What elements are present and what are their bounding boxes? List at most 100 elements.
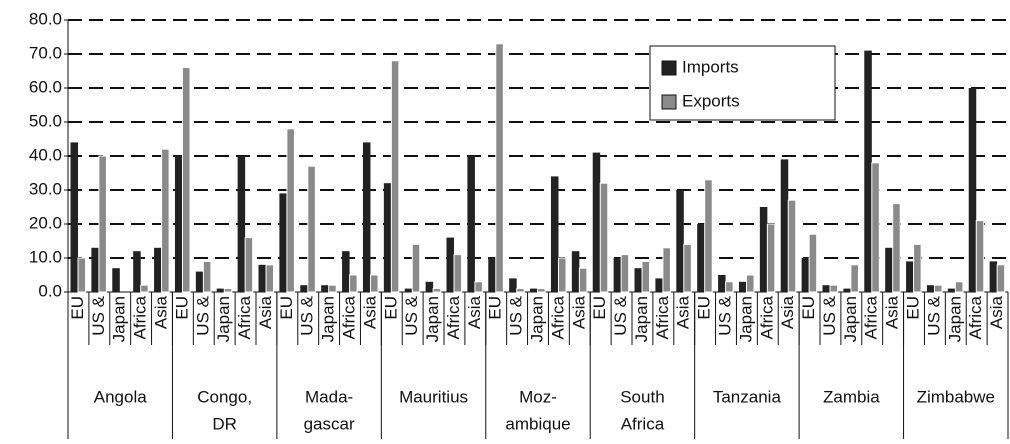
bar — [676, 190, 684, 292]
bar — [850, 264, 859, 293]
x-tick-label: US & — [924, 295, 943, 335]
bar — [550, 176, 559, 292]
group-label: Mauritius — [399, 387, 468, 406]
bar — [745, 274, 755, 293]
bar — [892, 203, 901, 293]
x-tick-label: Japan — [632, 296, 651, 342]
x-tick-label: Africa — [862, 295, 881, 339]
bar — [787, 199, 797, 293]
x-tick-label: Asia — [674, 295, 693, 329]
bar — [864, 50, 872, 292]
bar — [98, 155, 107, 293]
bar — [77, 257, 87, 293]
bar — [683, 243, 692, 293]
bar — [265, 264, 275, 293]
bar — [725, 281, 734, 293]
bar — [975, 220, 985, 293]
bar — [662, 247, 671, 293]
legend-swatch — [661, 60, 677, 76]
bar — [349, 274, 358, 293]
group-label: Africa — [621, 414, 665, 433]
bar — [446, 237, 455, 292]
group-label: Zimbabwe — [917, 387, 995, 406]
x-tick-label: EU — [590, 296, 609, 320]
x-tick-label: EU — [695, 296, 714, 320]
bar — [718, 275, 726, 292]
bar — [488, 258, 496, 292]
x-tick-label: Japan — [319, 296, 338, 342]
bar — [578, 267, 588, 293]
x-tick-label: Asia — [778, 295, 797, 329]
bar — [641, 260, 651, 293]
bar — [258, 264, 267, 292]
bar — [829, 284, 839, 293]
y-tick-label: 70.0 — [29, 43, 62, 62]
x-tick-label: Japan — [214, 296, 233, 342]
bar — [599, 182, 609, 293]
x-tick-label: US & — [298, 295, 317, 335]
bar — [195, 271, 204, 292]
bar — [906, 261, 914, 292]
bar — [342, 251, 350, 292]
bar — [321, 285, 329, 292]
bar — [885, 247, 893, 292]
bar — [933, 284, 943, 293]
x-tick-label: US & — [193, 295, 212, 335]
group-label: ambique — [505, 414, 570, 433]
bar — [70, 142, 79, 292]
group-label: Mada- — [305, 387, 353, 406]
x-tick-label: US & — [611, 295, 630, 335]
group-label: Moz- — [519, 387, 557, 406]
x-tick-label: Asia — [465, 295, 484, 329]
x-tick-label: US & — [402, 295, 421, 335]
bar — [286, 128, 295, 293]
bar — [112, 268, 120, 292]
bar — [181, 67, 191, 293]
bar — [362, 142, 371, 292]
legend-swatch — [661, 94, 677, 110]
bar — [369, 274, 379, 293]
x-tick-label: Japan — [945, 296, 964, 342]
x-tick-label: Africa — [653, 295, 672, 339]
y-tick-label: 50.0 — [29, 111, 62, 130]
x-tick-label: Africa — [548, 295, 567, 339]
y-tick-label: 0.0 — [38, 281, 62, 300]
bar — [947, 288, 956, 292]
bar — [766, 223, 776, 293]
bar — [404, 288, 413, 292]
bar — [801, 258, 810, 292]
bar — [704, 179, 713, 293]
bar — [453, 254, 463, 293]
bar — [843, 288, 851, 292]
bar — [613, 258, 622, 292]
legend-label: Imports — [682, 57, 739, 76]
bar — [571, 251, 580, 292]
group-label: DR — [212, 414, 237, 433]
bar — [474, 281, 483, 293]
bar — [140, 284, 149, 293]
bar — [516, 288, 525, 293]
bar — [244, 237, 254, 293]
y-tick-label: 40.0 — [29, 145, 62, 164]
bar — [216, 288, 225, 292]
bar — [383, 183, 392, 292]
x-tick-label: Africa — [444, 295, 463, 339]
bar — [509, 278, 517, 292]
group-label: Zambia — [823, 387, 880, 406]
group-label: South — [620, 387, 664, 406]
bar — [425, 281, 434, 292]
bar — [620, 254, 630, 293]
x-tick-label: Japan — [110, 296, 129, 342]
bar — [91, 247, 99, 292]
x-tick-label: US & — [820, 295, 839, 335]
x-tick-label: US & — [89, 295, 108, 335]
y-tick-label: 60.0 — [29, 77, 62, 96]
bar — [432, 288, 442, 293]
x-tick-label: EU — [381, 296, 400, 320]
bar — [467, 156, 475, 292]
x-tick-label: Asia — [151, 295, 170, 329]
x-tick-label: Africa — [235, 295, 254, 339]
x-tick-label: Africa — [966, 295, 985, 339]
x-tick-label: EU — [172, 296, 191, 320]
